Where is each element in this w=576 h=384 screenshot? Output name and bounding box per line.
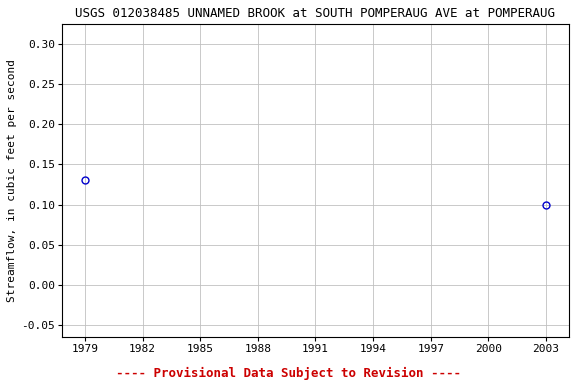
Y-axis label: Streamflow, in cubic feet per second: Streamflow, in cubic feet per second	[7, 59, 17, 302]
Text: ---- Provisional Data Subject to Revision ----: ---- Provisional Data Subject to Revisio…	[116, 367, 460, 380]
Title: USGS 012038485 UNNAMED BROOK at SOUTH POMPERAUG AVE at POMPERAUG: USGS 012038485 UNNAMED BROOK at SOUTH PO…	[75, 7, 555, 20]
